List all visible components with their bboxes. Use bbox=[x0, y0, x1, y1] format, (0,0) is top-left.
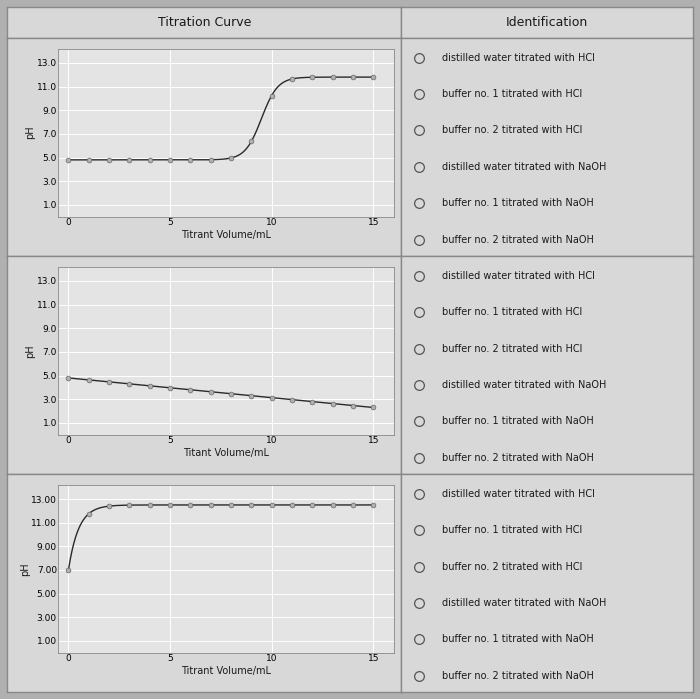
Text: buffer no. 2 titrated with NaOH: buffer no. 2 titrated with NaOH bbox=[442, 452, 594, 463]
Text: buffer no. 1 titrated with HCl: buffer no. 1 titrated with HCl bbox=[442, 89, 582, 99]
Text: Identification: Identification bbox=[506, 16, 588, 29]
Text: Titration Curve: Titration Curve bbox=[158, 16, 251, 29]
Y-axis label: pH: pH bbox=[25, 126, 36, 140]
Y-axis label: pH: pH bbox=[25, 344, 36, 358]
Text: buffer no. 2 titrated with HCl: buffer no. 2 titrated with HCl bbox=[442, 126, 582, 136]
Text: distilled water titrated with HCl: distilled water titrated with HCl bbox=[442, 271, 595, 281]
Text: distilled water titrated with HCl: distilled water titrated with HCl bbox=[442, 53, 595, 63]
Text: buffer no. 2 titrated with NaOH: buffer no. 2 titrated with NaOH bbox=[442, 235, 594, 245]
Text: buffer no. 1 titrated with NaOH: buffer no. 1 titrated with NaOH bbox=[442, 199, 594, 208]
X-axis label: Titant Volume/mL: Titant Volume/mL bbox=[183, 448, 269, 458]
Text: distilled water titrated with NaOH: distilled water titrated with NaOH bbox=[442, 380, 607, 390]
Text: distilled water titrated with NaOH: distilled water titrated with NaOH bbox=[442, 162, 607, 172]
Text: buffer no. 2 titrated with HCl: buffer no. 2 titrated with HCl bbox=[442, 561, 582, 572]
Text: distilled water titrated with NaOH: distilled water titrated with NaOH bbox=[442, 598, 607, 608]
Y-axis label: pH: pH bbox=[20, 562, 29, 575]
X-axis label: Titrant Volume/mL: Titrant Volume/mL bbox=[181, 230, 271, 240]
Text: buffer no. 1 titrated with NaOH: buffer no. 1 titrated with NaOH bbox=[442, 634, 594, 644]
Text: buffer no. 1 titrated with NaOH: buffer no. 1 titrated with NaOH bbox=[442, 416, 594, 426]
Text: buffer no. 2 titrated with NaOH: buffer no. 2 titrated with NaOH bbox=[442, 670, 594, 681]
X-axis label: Titrant Volume/mL: Titrant Volume/mL bbox=[181, 666, 271, 676]
Text: buffer no. 1 titrated with HCl: buffer no. 1 titrated with HCl bbox=[442, 525, 582, 535]
Text: buffer no. 2 titrated with HCl: buffer no. 2 titrated with HCl bbox=[442, 343, 582, 354]
Text: distilled water titrated with HCl: distilled water titrated with HCl bbox=[442, 489, 595, 499]
Text: buffer no. 1 titrated with HCl: buffer no. 1 titrated with HCl bbox=[442, 308, 582, 317]
